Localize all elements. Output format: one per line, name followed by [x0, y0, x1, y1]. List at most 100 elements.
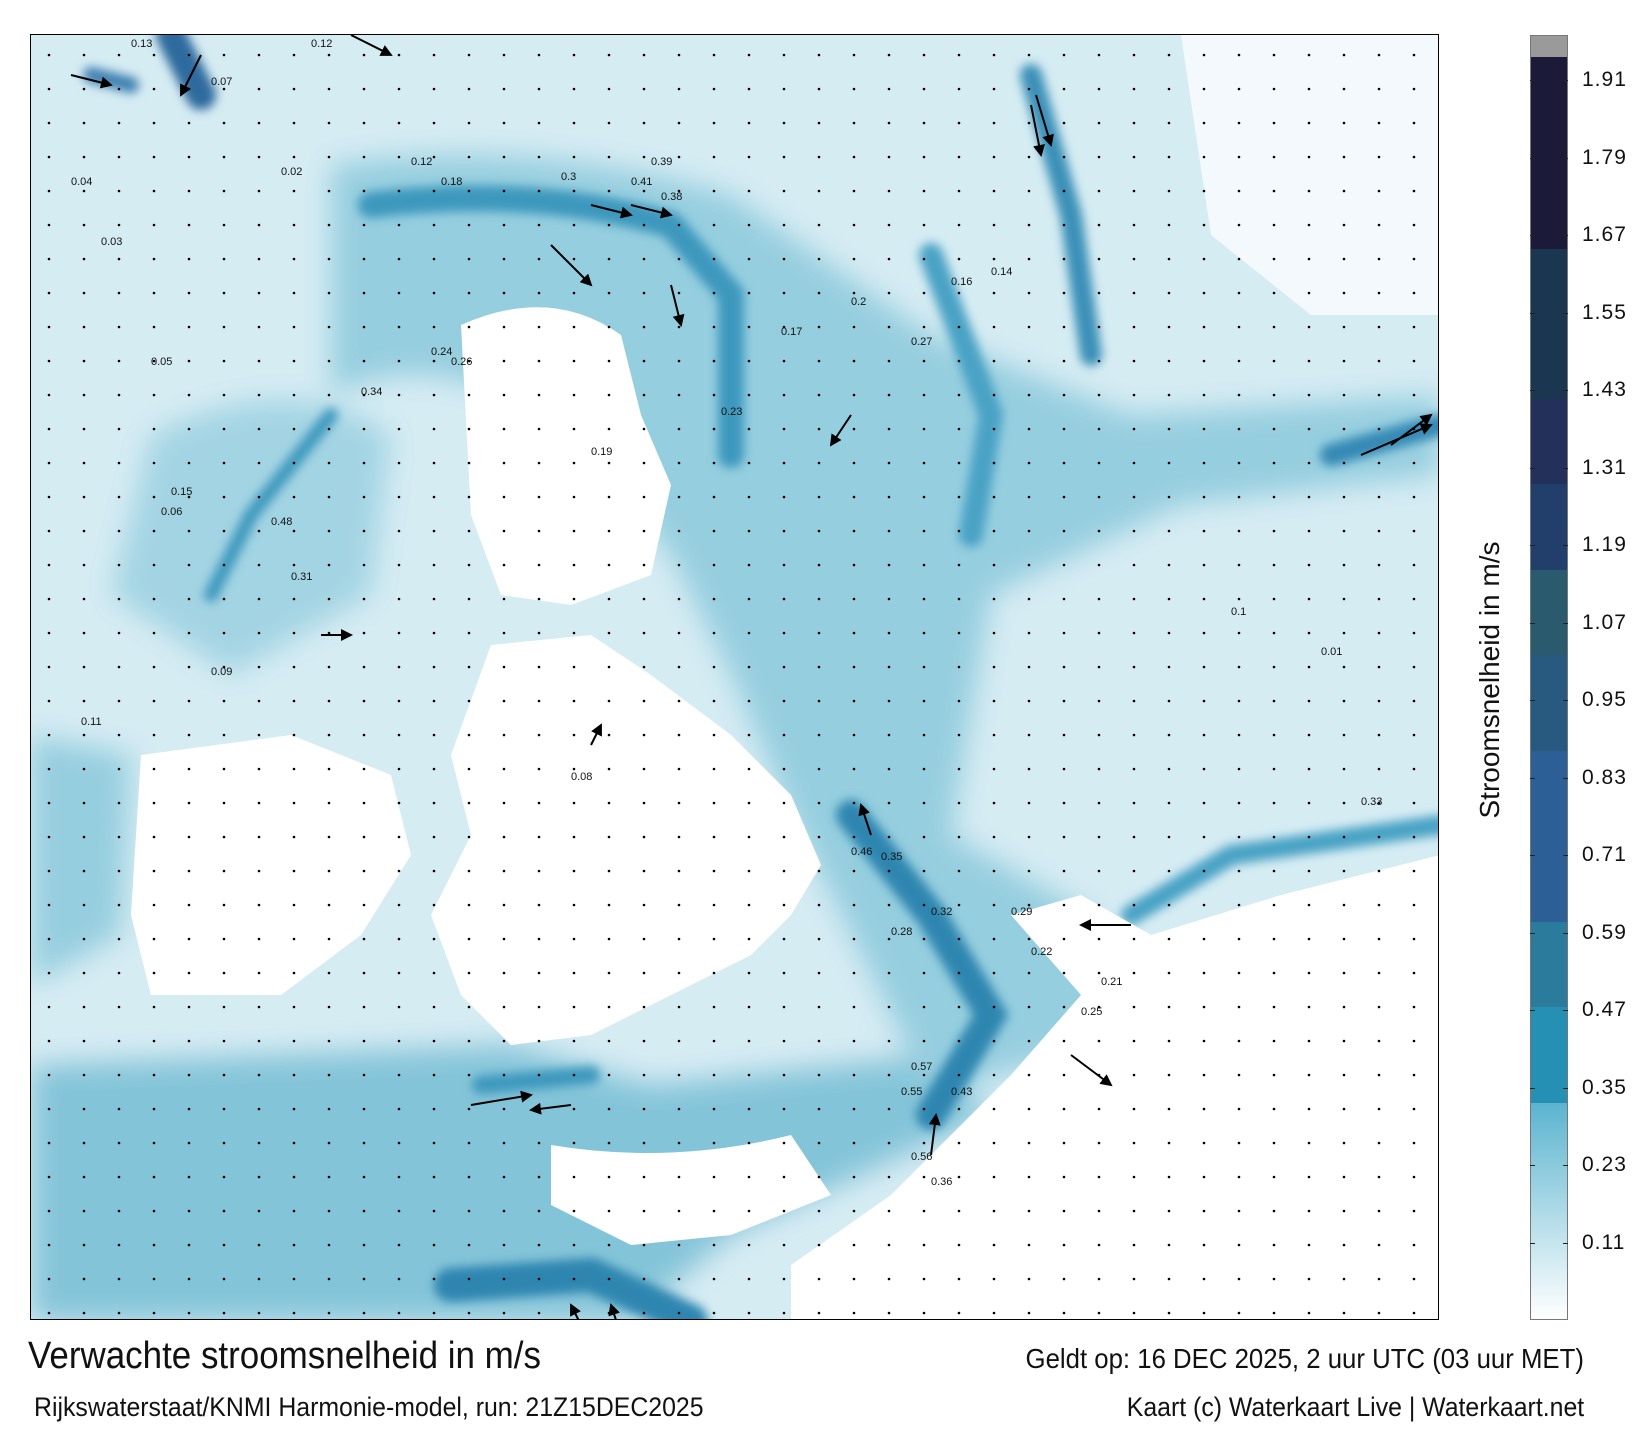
grid-dot — [222, 257, 226, 261]
grid-dot — [1307, 1073, 1311, 1077]
grid-dot — [432, 121, 436, 125]
grid-dot — [152, 869, 156, 873]
grid-dot — [1097, 461, 1101, 465]
grid-dot — [327, 1175, 331, 1179]
grid-dot — [992, 631, 996, 635]
grid-dot — [152, 155, 156, 159]
grid-dot — [887, 801, 891, 805]
grid-dot — [747, 1243, 751, 1247]
grid-dot — [537, 155, 541, 159]
grid-dot — [817, 529, 821, 533]
grid-dot — [502, 325, 506, 329]
grid-dot — [1132, 937, 1136, 941]
grid-dot — [1097, 733, 1101, 737]
grid-dot — [922, 325, 926, 329]
grid-dot — [1167, 359, 1171, 363]
grid-dot — [292, 699, 296, 703]
grid-dot — [327, 155, 331, 159]
grid-dot — [187, 1243, 191, 1247]
current-arrow — [608, 1303, 620, 1319]
grid-dot — [82, 1243, 86, 1247]
grid-dot — [852, 937, 856, 941]
grid-dot — [327, 665, 331, 669]
grid-dot — [1027, 631, 1031, 635]
grid-dot — [1167, 699, 1171, 703]
grid-dot — [1342, 291, 1346, 295]
grid-dot — [1132, 1005, 1136, 1009]
grid-dot — [1377, 1073, 1381, 1077]
grid-dot — [677, 699, 681, 703]
grid-dot — [712, 223, 716, 227]
grid-dot — [1202, 937, 1206, 941]
grid-dot — [432, 359, 436, 363]
grid-dot — [1132, 393, 1136, 397]
grid-dots — [47, 53, 1416, 1315]
grid-dot — [817, 767, 821, 771]
speed-labels: 0.13 0.120.070.040.030.020.050.060.120.18… — [71, 38, 1382, 1188]
grid-dot — [327, 835, 331, 839]
grid-dot — [257, 1141, 261, 1145]
grid-dot — [1342, 1277, 1346, 1281]
grid-dot — [922, 1209, 926, 1213]
grid-dot — [642, 359, 646, 363]
grid-dot — [677, 359, 681, 363]
grid-dot — [572, 733, 576, 737]
grid-dot — [817, 257, 821, 261]
grid-dot — [432, 1039, 436, 1043]
grid-dot — [852, 427, 856, 431]
grid-dot — [1237, 325, 1241, 329]
grid-dot — [257, 1073, 261, 1077]
grid-dot — [1237, 1311, 1241, 1315]
grid-dot — [1202, 1005, 1206, 1009]
grid-dot — [642, 155, 646, 159]
grid-dot — [537, 937, 541, 941]
current-speed-map[interactable]: 0.13 0.12 0.07 0.04 0.03 0.02 0.05 0.06 0.12 0.18… — [30, 34, 1439, 1320]
colorbar-tick-label: 0.23 — [1582, 1153, 1627, 1176]
grid-dot — [292, 1277, 296, 1281]
colorbar-tick — [1530, 390, 1568, 391]
grid-dot — [677, 1005, 681, 1009]
grid-dot — [47, 1209, 51, 1213]
grid-dot — [1027, 937, 1031, 941]
grid-dot — [1237, 223, 1241, 227]
grid-dot — [1062, 1175, 1066, 1179]
grid-dot — [1342, 461, 1346, 465]
grid-dot — [537, 427, 541, 431]
speed-label: 0.43 — [951, 1086, 972, 1098]
grid-dot — [257, 665, 261, 669]
grid-dot — [677, 427, 681, 431]
grid-dot — [1307, 393, 1311, 397]
grid-dot — [502, 257, 506, 261]
colorbar-band — [1531, 398, 1567, 489]
grid-dot — [537, 869, 541, 873]
grid-dot — [1132, 971, 1136, 975]
grid-dot — [292, 1141, 296, 1145]
grid-dot — [537, 461, 541, 465]
grid-dot — [327, 869, 331, 873]
grid-dot — [467, 665, 471, 669]
grid-dot — [397, 903, 401, 907]
grid-dot — [47, 87, 51, 91]
grid-dot — [747, 325, 751, 329]
colorbar-band — [1531, 569, 1567, 659]
grid-dot — [152, 325, 156, 329]
grid-dot — [642, 1073, 646, 1077]
grid-dot — [782, 325, 786, 329]
grid-dot — [257, 325, 261, 329]
grid-dot — [537, 87, 541, 91]
grid-dot — [1377, 1005, 1381, 1009]
grid-dot — [957, 801, 961, 805]
colorbar-band — [1531, 484, 1567, 574]
colorbar-tick-label: 0.59 — [1582, 920, 1627, 944]
grid-dot — [1307, 155, 1311, 159]
grid-dot — [817, 393, 821, 397]
grid-dot — [1062, 53, 1066, 57]
grid-dot — [712, 325, 716, 329]
grid-dot — [1027, 665, 1031, 669]
grid-dot — [1167, 971, 1171, 975]
grid-dot — [257, 393, 261, 397]
grid-dot — [537, 223, 541, 227]
grid-dot — [922, 767, 926, 771]
grid-dot — [992, 121, 996, 125]
grid-dot — [852, 1107, 856, 1111]
